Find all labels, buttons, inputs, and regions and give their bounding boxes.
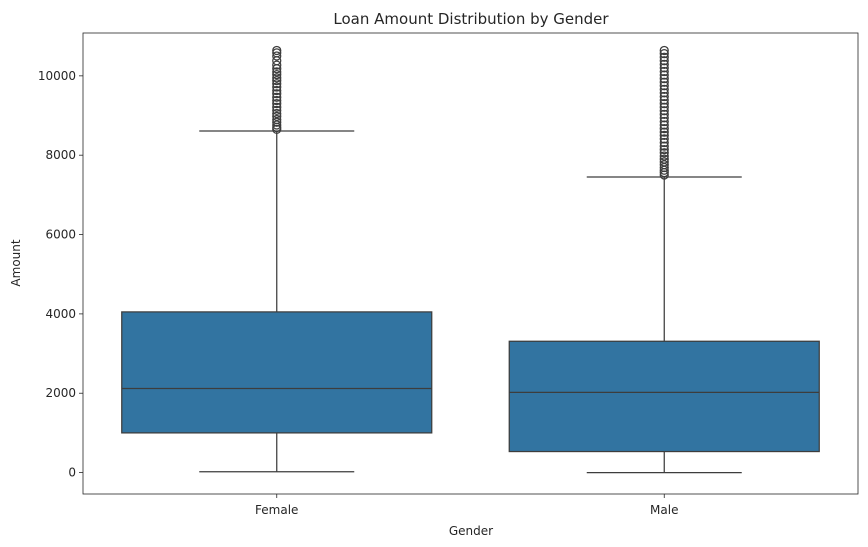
chart-title: Loan Amount Distribution by Gender [333, 10, 609, 28]
x-tick-label: Female [255, 503, 298, 517]
outlier-point [659, 120, 669, 130]
outlier-point [272, 111, 282, 121]
outlier-point [659, 59, 669, 69]
outlier-point [659, 56, 669, 66]
outlier-point [272, 85, 282, 96]
outlier-point [659, 88, 669, 98]
outlier-point [659, 137, 669, 148]
outlier-point [272, 51, 282, 61]
outlier-point [659, 77, 669, 87]
outlier-point [659, 73, 669, 84]
y-tick-label: 0 [68, 466, 76, 480]
x-axis-label: Gender [449, 524, 493, 538]
outlier-point [659, 106, 669, 116]
outlier-point [272, 102, 282, 112]
y-tick-label: 8000 [45, 148, 76, 162]
outlier-point [659, 141, 669, 151]
outlier-point [272, 95, 282, 106]
x-axis: Female Male [255, 494, 678, 517]
outlier-point [272, 60, 282, 70]
y-tick-label: 2000 [45, 386, 76, 400]
outlier-point [272, 70, 282, 80]
x-tick-label: Male [650, 503, 678, 517]
outlier-point [659, 157, 669, 167]
box-male [508, 45, 820, 474]
outlier-point [659, 81, 669, 91]
y-axis-label: Amount [9, 239, 23, 286]
outlier-point [272, 92, 282, 102]
outlier-point [272, 75, 282, 86]
iqr-box [121, 311, 433, 434]
y-tick-label: 6000 [45, 228, 76, 242]
box-female [121, 45, 433, 473]
outlier-point [659, 130, 669, 140]
outlier-point [659, 63, 669, 73]
y-tick-label: 4000 [45, 307, 76, 321]
outlier-point [659, 95, 669, 105]
outlier-point [659, 160, 669, 170]
y-tick-label: 10000 [38, 69, 76, 83]
outlier-point [659, 148, 669, 158]
outlier-point [272, 79, 282, 89]
outlier-point [659, 66, 669, 77]
outlier-point [272, 73, 282, 83]
outlier-point [659, 127, 669, 137]
outlier-point [659, 154, 669, 164]
outlier-point [659, 145, 669, 155]
outlier-point [659, 123, 669, 134]
outlier-point [659, 102, 669, 112]
outlier-point [272, 45, 282, 56]
outlier-point [272, 98, 282, 109]
outlier-point [272, 114, 282, 125]
outlier-point [659, 91, 669, 102]
outlier-point [272, 48, 282, 58]
outlier-point [272, 120, 282, 130]
iqr-box [508, 340, 820, 453]
outlier-point [659, 45, 669, 56]
outlier-point [272, 89, 282, 99]
y-axis: 0 2000 4000 6000 8000 10000 [38, 69, 83, 480]
boxes [121, 45, 820, 474]
outlier-point [659, 49, 669, 59]
outlier-point [659, 113, 669, 123]
outlier-point [659, 52, 669, 62]
outlier-point [272, 82, 282, 92]
outlier-point [659, 84, 669, 94]
outlier-point [272, 67, 282, 77]
outlier-point [272, 105, 282, 115]
outlier-point [659, 98, 669, 109]
outlier-point [659, 151, 669, 161]
outlier-point [659, 116, 669, 127]
outlier-point [272, 108, 282, 119]
outlier-point [659, 134, 669, 144]
outlier-point [272, 117, 282, 127]
outlier-point [659, 70, 669, 80]
outlier-point [659, 109, 669, 119]
